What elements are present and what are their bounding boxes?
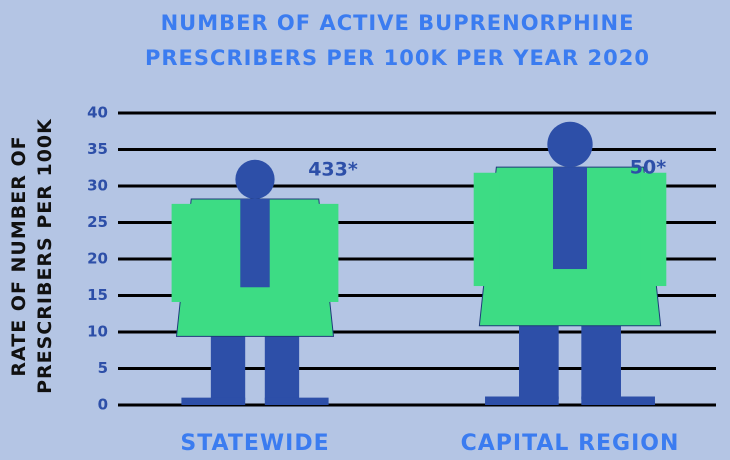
y-tick-label: 20 <box>87 250 108 268</box>
x-tick-label: CAPITAL REGION <box>461 431 680 456</box>
y-tick-label: 0 <box>98 396 108 414</box>
arm <box>641 173 666 286</box>
x-tick-label: STATEWIDE <box>180 431 329 456</box>
shirt <box>240 199 269 287</box>
shoe <box>485 397 559 405</box>
chart: 0 5 10 15 20 25 30 35 40 STATEWIDE 433* CAPITAL REG… <box>0 0 730 460</box>
head <box>235 160 274 199</box>
y-tick-label: 15 <box>87 286 108 304</box>
y-tick-label: 40 <box>87 104 108 122</box>
arm <box>172 204 194 302</box>
shoe <box>265 398 329 405</box>
arm <box>474 173 499 286</box>
y-tick-label: 10 <box>87 323 108 341</box>
shoe <box>581 397 655 405</box>
y-tick-label: 25 <box>87 213 108 231</box>
shirt <box>553 167 587 269</box>
y-tick-label: 30 <box>87 177 108 195</box>
annotation: 50* <box>630 157 666 179</box>
annotation: 433* <box>308 159 358 181</box>
y-tick-label: 5 <box>98 359 108 377</box>
head <box>547 122 592 167</box>
shoe <box>181 398 245 405</box>
y-tick-label: 35 <box>87 140 108 158</box>
arm <box>316 204 338 302</box>
page: NUMBER OF ACTIVE BUPRENORPHINE PRESCRIBE… <box>0 0 730 460</box>
